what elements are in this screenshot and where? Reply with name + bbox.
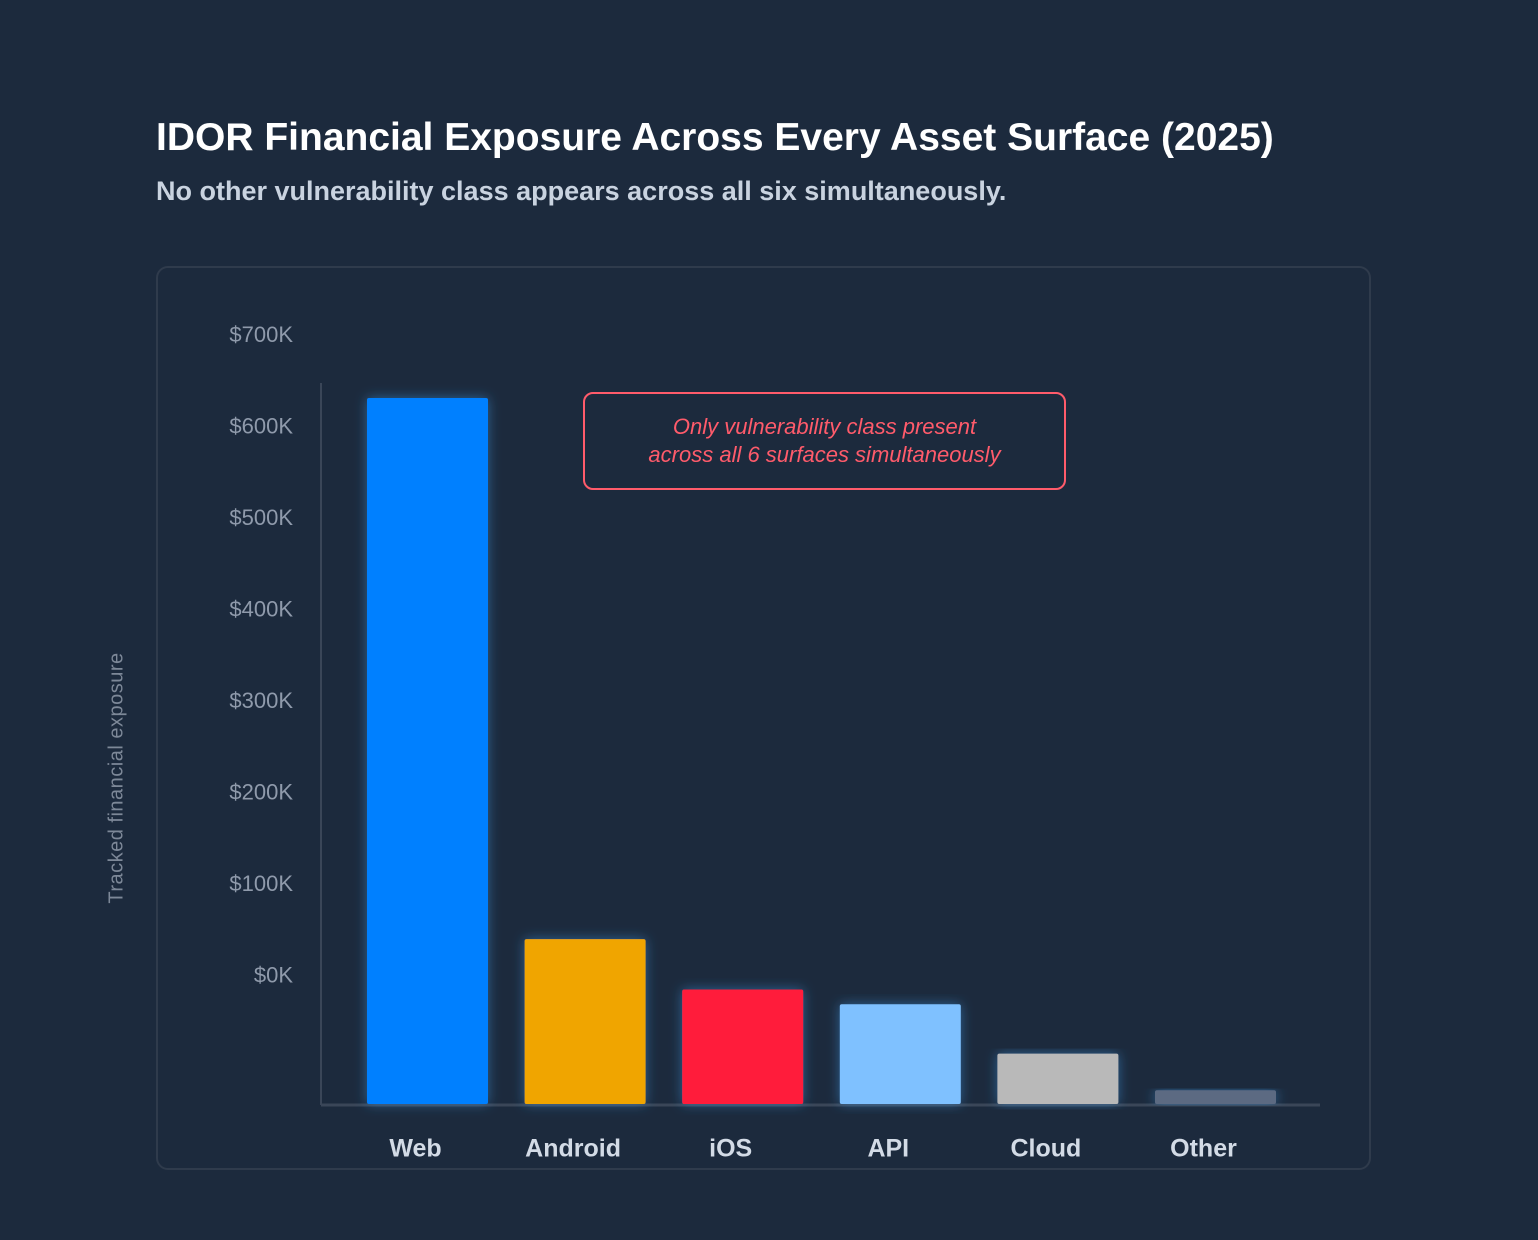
annotation-line-1: Only vulnerability class present: [672, 414, 977, 439]
chart-subtitle: No other vulnerability class appears acr…: [156, 176, 1007, 206]
y-tick-label: $300K: [229, 688, 293, 713]
y-tick-label: $0K: [254, 962, 293, 987]
x-tick-label-other: Other: [1170, 1135, 1237, 1163]
annotation-line-2: across all 6 surfaces simultaneously: [648, 442, 1001, 467]
x-tick-label-api: API: [867, 1135, 909, 1163]
annotation-callout: Only vulnerability class present across …: [583, 392, 1066, 490]
bar-ios: [682, 989, 804, 1104]
y-tick-label: $400K: [229, 596, 293, 621]
chart-title: IDOR Financial Exposure Across Every Ass…: [156, 116, 1274, 159]
y-tick-label: $600K: [229, 413, 293, 438]
x-tick-label-android: Android: [525, 1135, 621, 1163]
y-tick-label: $700K: [229, 322, 293, 347]
chart-panel: [156, 266, 1371, 1170]
y-tick-label: $200K: [229, 779, 293, 804]
y-tick-label: $100K: [229, 871, 293, 896]
bar-other: [1155, 1090, 1276, 1104]
y-tick-label: $500K: [229, 505, 293, 530]
x-tick-label-web: Web: [389, 1135, 441, 1163]
bar-cloud: [997, 1053, 1119, 1104]
bar-web: [367, 398, 488, 1104]
x-tick-label-cloud: Cloud: [1010, 1135, 1081, 1163]
x-tick-label-ios: iOS: [709, 1135, 752, 1163]
bar-android: [524, 939, 646, 1104]
bar-api: [839, 1004, 961, 1104]
